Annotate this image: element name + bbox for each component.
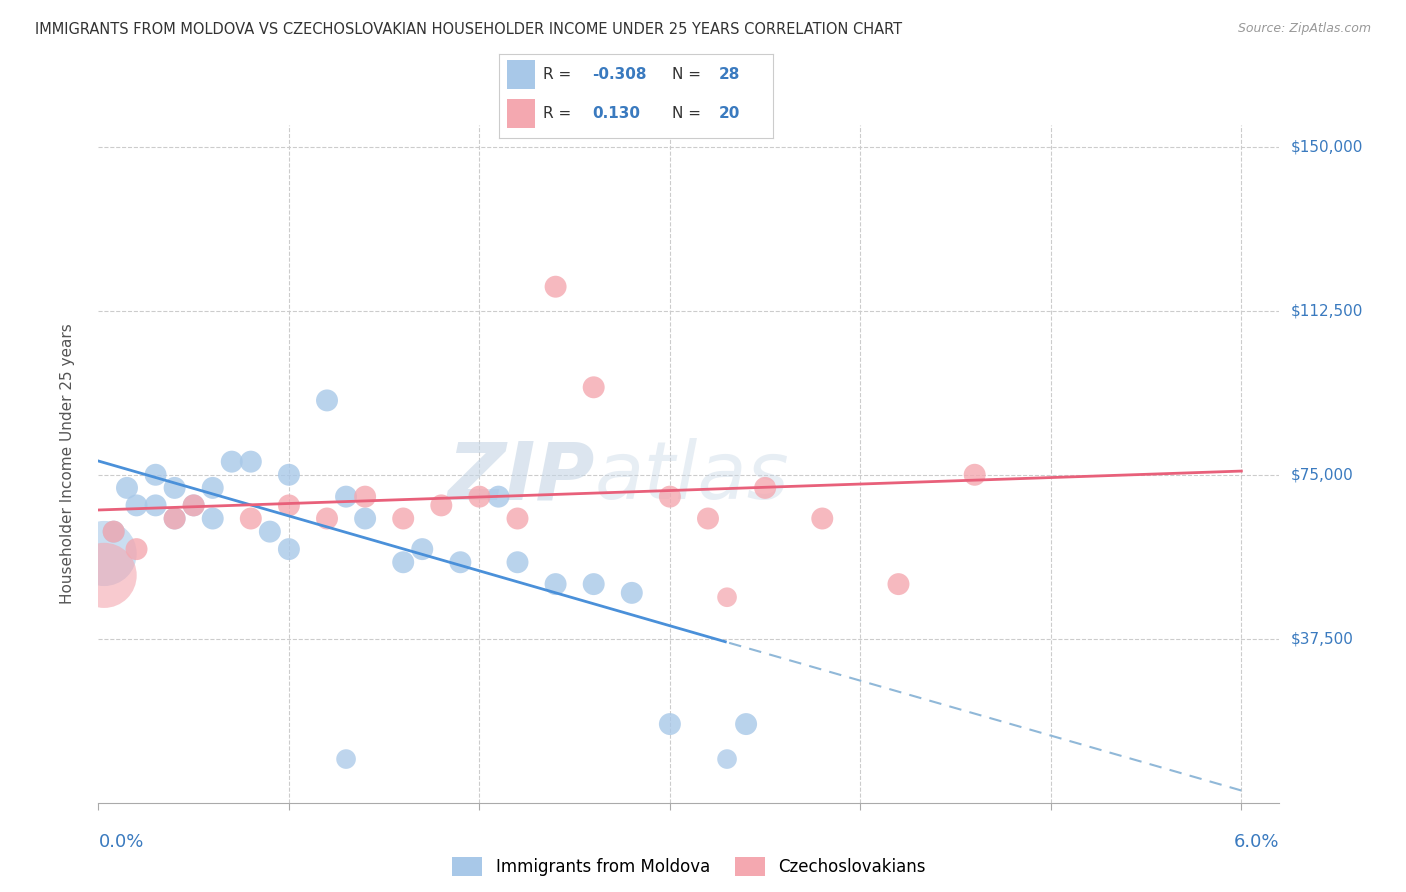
Point (963, 467, 986, 482)
Point (506, 511, 529, 525)
Y-axis label: Householder Income Under 25 years: Householder Income Under 25 years (60, 324, 75, 604)
Point (658, 717, 681, 731)
Point (716, 591, 738, 605)
Point (468, 490, 491, 504)
Point (239, 455, 262, 469)
Point (354, 511, 377, 525)
Text: $112,500: $112,500 (1291, 303, 1362, 318)
Point (488, 490, 510, 504)
Point (506, 555, 529, 569)
Point (277, 499, 299, 513)
Point (354, 490, 377, 504)
Point (125, 499, 148, 513)
Point (811, 511, 834, 525)
Text: ZIP: ZIP (447, 438, 595, 516)
Text: -0.308: -0.308 (592, 67, 647, 82)
Point (163, 511, 186, 525)
Point (239, 511, 262, 525)
Point (716, 752, 738, 766)
Point (145, 499, 167, 513)
Point (430, 499, 453, 513)
Text: 0.130: 0.130 (592, 106, 640, 121)
Point (582, 380, 605, 394)
Point (335, 490, 357, 504)
Point (582, 577, 605, 591)
Point (103, 524, 125, 539)
Text: N =: N = (672, 106, 706, 121)
Point (115, 481, 138, 495)
Text: R =: R = (543, 67, 576, 82)
Point (392, 555, 415, 569)
Point (392, 511, 415, 525)
Point (259, 524, 281, 539)
Point (449, 555, 471, 569)
Point (316, 393, 339, 408)
Point (697, 511, 720, 525)
Text: 20: 20 (718, 106, 740, 121)
Point (754, 481, 776, 495)
Bar (508, 61, 534, 89)
Text: $150,000: $150,000 (1291, 139, 1362, 154)
Point (183, 499, 205, 513)
Point (201, 481, 224, 495)
Point (411, 542, 433, 557)
Point (544, 279, 567, 293)
Point (201, 511, 224, 525)
Point (103, 524, 125, 539)
Point (735, 717, 758, 731)
Point (125, 542, 148, 557)
Point (145, 467, 167, 482)
Point (887, 577, 910, 591)
Point (316, 511, 339, 525)
Point (620, 586, 643, 600)
Text: 0.0%: 0.0% (98, 833, 143, 851)
Text: IMMIGRANTS FROM MOLDOVA VS CZECHOSLOVAKIAN HOUSEHOLDER INCOME UNDER 25 YEARS COR: IMMIGRANTS FROM MOLDOVA VS CZECHOSLOVAKI… (35, 22, 903, 37)
Text: N =: N = (672, 67, 706, 82)
Point (163, 511, 186, 525)
Point (658, 490, 681, 504)
Text: R =: R = (543, 106, 576, 121)
Point (335, 752, 357, 766)
Text: $75,000: $75,000 (1291, 467, 1354, 483)
Point (163, 481, 186, 495)
Point (277, 542, 299, 557)
Text: 6.0%: 6.0% (1234, 833, 1279, 851)
Point (93, 547, 115, 561)
Point (221, 455, 243, 469)
Text: Source: ZipAtlas.com: Source: ZipAtlas.com (1237, 22, 1371, 36)
Text: $37,500: $37,500 (1291, 632, 1354, 647)
Point (93, 568, 115, 582)
Legend: Immigrants from Moldova, Czechoslovakians: Immigrants from Moldova, Czechoslovakian… (453, 856, 925, 876)
Bar (508, 99, 534, 128)
Point (544, 577, 567, 591)
Point (183, 499, 205, 513)
Point (277, 467, 299, 482)
Text: 28: 28 (718, 67, 740, 82)
Text: atlas: atlas (595, 438, 789, 516)
